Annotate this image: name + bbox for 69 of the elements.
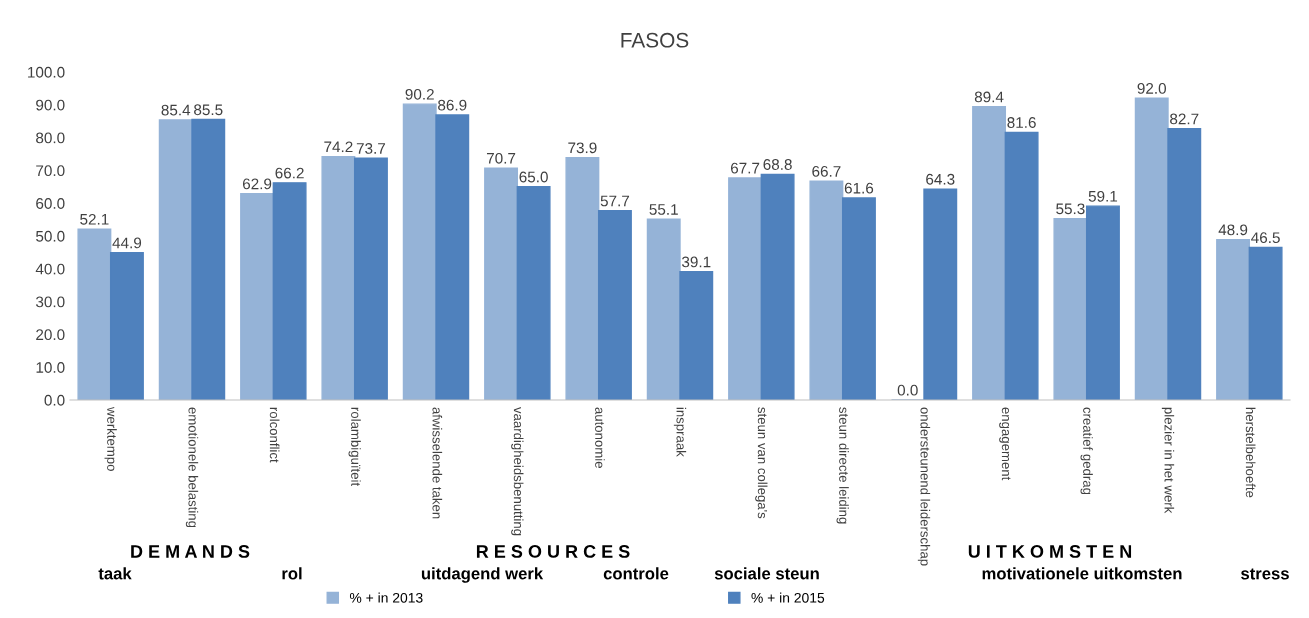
text: uitdagend werk [421,567,544,583]
data-label: 39.1 [681,256,711,268]
x-tick-label: werktempo [104,406,117,471]
data-label: 85.5 [194,104,223,116]
data-label: 62.9 [242,178,272,190]
data-label: 65.0 [519,171,548,183]
text: rol [282,567,302,580]
x-tick-label: afwisselende taken [432,407,443,519]
legend-label: % + in 2015 [751,592,825,603]
y-tick-label: 90.0 [36,99,65,111]
x-tick-label: creatief gedrag [1080,407,1093,495]
y-tick-label: 60.0 [36,198,65,209]
x-tick-label: rolconflict [269,407,280,463]
data-label: 0.0 [897,384,918,396]
y-tick-label: 0.0 [44,394,65,406]
y-tick-label: 80.0 [36,132,65,144]
data-label: 85.4 [161,104,191,116]
legend-label: % + in 2013 [349,592,423,603]
y-tick-label: 50.0 [36,230,65,242]
data-label: 66.2 [275,167,304,179]
data-label: 61.6 [844,182,874,194]
data-label: 46.5 [1251,232,1280,244]
data-label: 57.7 [600,195,630,207]
text: motivationele uitkomsten [982,567,1182,580]
y-tick-label: 40.0 [35,263,65,275]
x-tick-label: steun directe leiding [836,407,849,524]
x-tick-label: herstelbehoefte [1245,407,1256,498]
x-tick-label: inspraak [673,407,687,457]
data-label: 66.7 [812,166,841,177]
data-label: 55.1 [649,204,678,215]
data-label: 73.7 [356,143,386,154]
data-label: 92.0 [1137,83,1166,94]
text: sociale steun [714,567,819,580]
data-label: 68.8 [763,159,792,170]
y-tick-label: 10.0 [36,362,65,373]
text: U I T K O M S T E N [968,545,1132,558]
y-tick-label: 30.0 [35,296,65,308]
data-label: 70.7 [486,152,516,164]
text: taak [98,567,132,580]
x-tick-label: vaardigheidsbenutting [511,406,524,536]
data-label: 74.2 [324,141,353,153]
y-tick-label: 70.0 [36,165,65,177]
y-tick-label: 100.0 [28,66,65,78]
x-tick-label: plezier in het werk [1161,407,1175,514]
x-tick-label: ondersteunend leiderschap [917,407,931,566]
data-label: 90.2 [405,88,434,100]
x-tick-label: emotionele belasting [185,407,199,528]
data-label: 55.3 [1056,203,1085,215]
data-label: 48.9 [1218,224,1248,236]
data-label: 64.3 [926,173,955,185]
x-tick-label: rolambiguïteit [348,407,361,487]
data-label: 86.9 [438,99,467,111]
data-label: 82.7 [1170,113,1199,125]
data-label: 59.1 [1088,190,1118,202]
x-tick-label: autonomie [595,407,605,468]
data-label: 73.9 [568,142,597,154]
text: D E M A N D S [131,545,250,558]
data-label: 81.6 [1007,117,1036,128]
data-label: 67.7 [730,162,760,174]
data-label: 52.1 [80,213,109,225]
text: controle [603,567,669,580]
x-tick-label: steun van collega's [755,407,768,519]
data-label: 89.4 [974,91,1004,103]
chart-title: FASOS [621,32,689,48]
text: R E S O U R C E S [476,545,630,558]
y-tick-label: 20.0 [36,329,65,341]
data-label: 44.9 [112,237,142,249]
x-tick-label: engagement [999,407,1011,481]
text: stress [1241,568,1289,580]
